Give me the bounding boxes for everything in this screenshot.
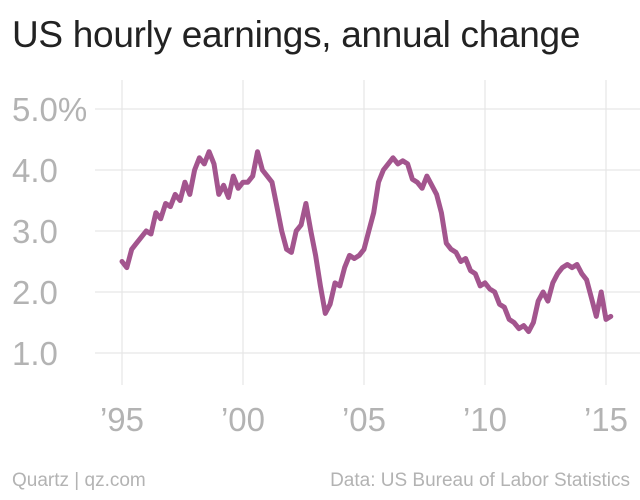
series-group (119, 149, 614, 335)
x-tick-label: ’10 (463, 401, 507, 438)
x-tick-label: ’95 (100, 401, 144, 438)
credit-label: Data: US Bureau of Labor Statistics (330, 470, 630, 491)
x-tick-label: ’15 (584, 401, 628, 438)
y-tick-label: 2.0 (12, 274, 58, 311)
chart-title: US hourly earnings, annual change (12, 14, 581, 55)
y-tick-label: 3.0 (12, 213, 58, 250)
y-tick-label: 1.0 (12, 335, 58, 372)
y-tick-label: 4.0 (12, 152, 58, 189)
y-axis-tick-labels: 5.0% 4.0 3.0 2.0 1.0 (12, 91, 87, 372)
x-axis-tick-labels: ’95 ’00 ’05 ’10 ’15 (100, 401, 628, 438)
source-label: Quartz | qz.com (12, 470, 146, 491)
series-line (119, 149, 614, 335)
x-tick-label: ’05 (342, 401, 386, 438)
y-tick-label: 5.0% (12, 91, 87, 128)
x-tick-label: ’00 (221, 401, 265, 438)
